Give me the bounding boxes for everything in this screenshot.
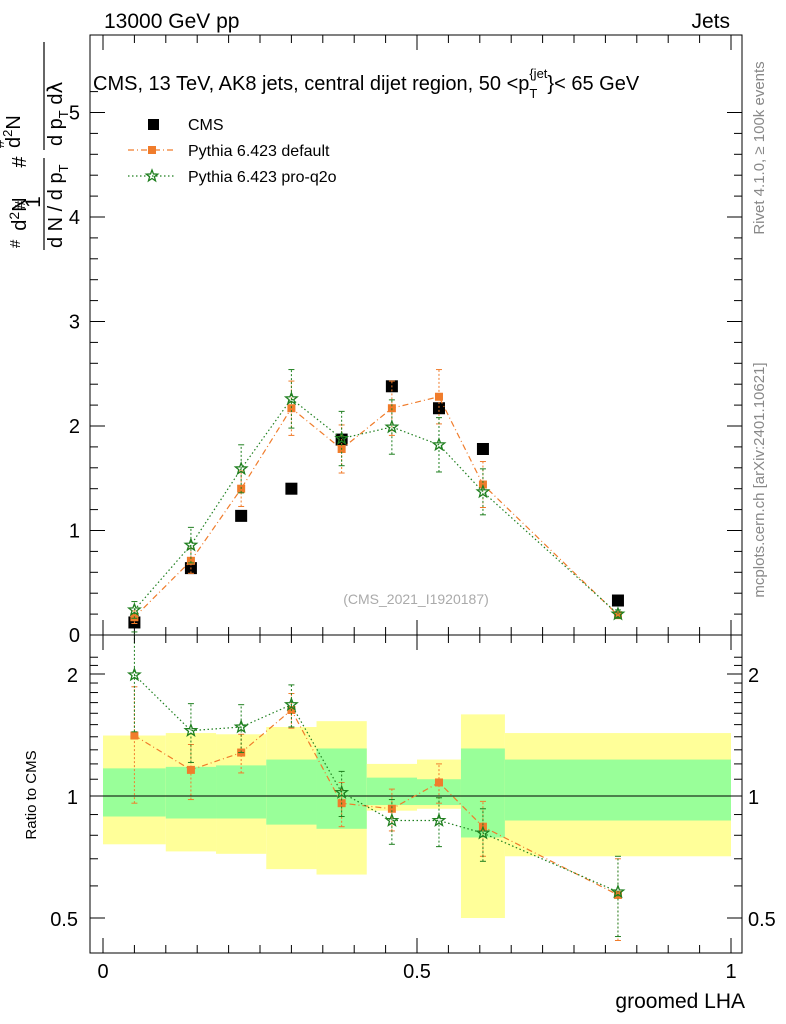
ratio-y-tick-label-right: 0.5: [748, 909, 776, 931]
ratio-y-tick-label: 0.5: [50, 909, 78, 931]
legend-default-label: Pythia 6.423 default: [188, 143, 330, 160]
pythia-default-line: [133, 396, 619, 618]
uncertainty-band-green: [504, 759, 731, 821]
y-tick-label: 0: [69, 625, 80, 647]
energy-label: 13000 GeV pp: [104, 10, 239, 33]
pythia-proq2o-point: [126, 602, 142, 617]
ratio-pythia-default-point: [434, 778, 443, 787]
ratio-pythia-proq2o-point: [431, 812, 447, 827]
svg-text:#: #: [7, 239, 24, 248]
pythia-proq2o-point: [334, 430, 350, 445]
analysis-watermark: (CMS_2021_I1920187): [343, 591, 489, 607]
pythia-proq2o-point: [431, 436, 447, 452]
pythia-proq2o-point: [610, 606, 626, 621]
legend-proq2o-marker: [144, 168, 160, 183]
ratio-plot-panel: 0.5 0.5 1 1 2 2 0 0.5 1: [50, 631, 776, 983]
y-tick-label: 1: [69, 521, 80, 543]
cms-data-point: [611, 594, 624, 607]
x-tick-label: 0.5: [403, 961, 431, 983]
ratio-pythia-proq2o-point: [183, 722, 199, 737]
svg-text:# 1: # 1: [7, 195, 45, 209]
rivet-label: Rivet 4.1.0, ≥ 100k events: [751, 61, 768, 234]
x-axis-label: groomed LHA: [615, 990, 745, 1013]
pythia-proq2o-line: [133, 397, 619, 615]
legend-proq2o-label: Pythia 6.423 pro-q2o: [188, 169, 337, 186]
legend: CMS Pythia 6.423 default Pythia 6.423 pr…: [128, 117, 337, 186]
ratio-pythia-default-point: [186, 765, 195, 774]
uncertainty-band-green: [266, 759, 317, 825]
pythia-proq2o-point: [233, 460, 249, 476]
ratio-pythia-proq2o-point: [233, 719, 249, 734]
chart-title: CMS, 13 TeV, AK8 jets, central dijet reg…: [93, 66, 640, 101]
pythia-default-point: [287, 404, 296, 413]
x-tick-label: 1: [725, 961, 736, 983]
ratio-plot-frame: [89, 634, 743, 954]
legend-default-marker: [148, 146, 156, 154]
ratio-y-label: Ratio to CMS: [23, 750, 40, 839]
y-label-text: #d2N: [6, 156, 31, 231]
cms-data-point: [285, 482, 298, 495]
ratio-pythia-proq2o-line: [133, 674, 619, 893]
main-plot-panel: 0 1 2 3 4 5 (CMS_2021_I1920187) CMS, 13 TeV, …: [69, 34, 743, 647]
ratio-pythia-proq2o-point: [384, 812, 400, 827]
cms-data-point: [476, 442, 489, 455]
legend-cms-label: CMS: [188, 117, 224, 134]
ratio-y-tick-label-right: 2: [748, 665, 759, 687]
x-tick-label: 0: [97, 961, 108, 983]
ratio-pythia-proq2o-point: [610, 884, 626, 899]
ratio-pythia-proq2o-point: [475, 825, 491, 840]
pythia-proq2o-point: [283, 390, 299, 406]
svg-text:d pT dλ: d pT dλ: [43, 82, 71, 146]
uncertainty-band-green: [216, 765, 267, 819]
main-y-axis-label: #d2N: [6, 156, 31, 231]
uncertainty-band-green: [366, 777, 417, 806]
y-tick-label: 3: [69, 312, 80, 334]
ratio-pythia-default-point: [387, 804, 396, 813]
pythia-default-point: [613, 611, 622, 620]
svg-text:d2N: d2N: [0, 115, 25, 148]
source-label: mcplots.cern.ch [arXiv:2401.10621]: [751, 362, 768, 597]
ratio-y-tick-label: 1: [67, 787, 78, 809]
pythia-proq2o-point: [183, 537, 199, 552]
title-suffix: }< 65 GeV: [547, 73, 639, 95]
title-prefix: CMS, 13 TeV, AK8 jets, central dijet reg…: [93, 73, 529, 95]
svg-text:d N / d pT: d N / d pT: [45, 164, 71, 248]
pythia-proq2o-point: [475, 483, 491, 499]
title-sup: {jet: [529, 66, 547, 81]
ratio-pythia-default-point: [130, 731, 139, 740]
y-tick-label: 5: [69, 103, 80, 125]
ratio-pythia-proq2o-point: [126, 667, 142, 682]
uncertainty-band-green: [103, 768, 166, 817]
ratio-y-tick-label: 2: [67, 665, 78, 687]
cms-data-point: [432, 402, 445, 415]
pythia-proq2o-point: [384, 419, 400, 434]
pythia-default-point: [434, 392, 443, 401]
y-tick-label: 2: [69, 416, 80, 438]
legend-cms-marker: [148, 119, 159, 130]
ratio-pythia-proq2o-point: [283, 696, 299, 712]
pythia-default-point: [186, 556, 195, 565]
title-sub: T: [529, 86, 537, 101]
ratio-y-tick-label-right: 1: [748, 787, 759, 809]
ratio-pythia-proq2o-point: [334, 784, 350, 799]
svg-text:#: #: [0, 139, 8, 148]
y-tick-label: 4: [69, 207, 80, 229]
category-label: Jets: [691, 10, 730, 33]
cms-data-point: [235, 509, 248, 522]
